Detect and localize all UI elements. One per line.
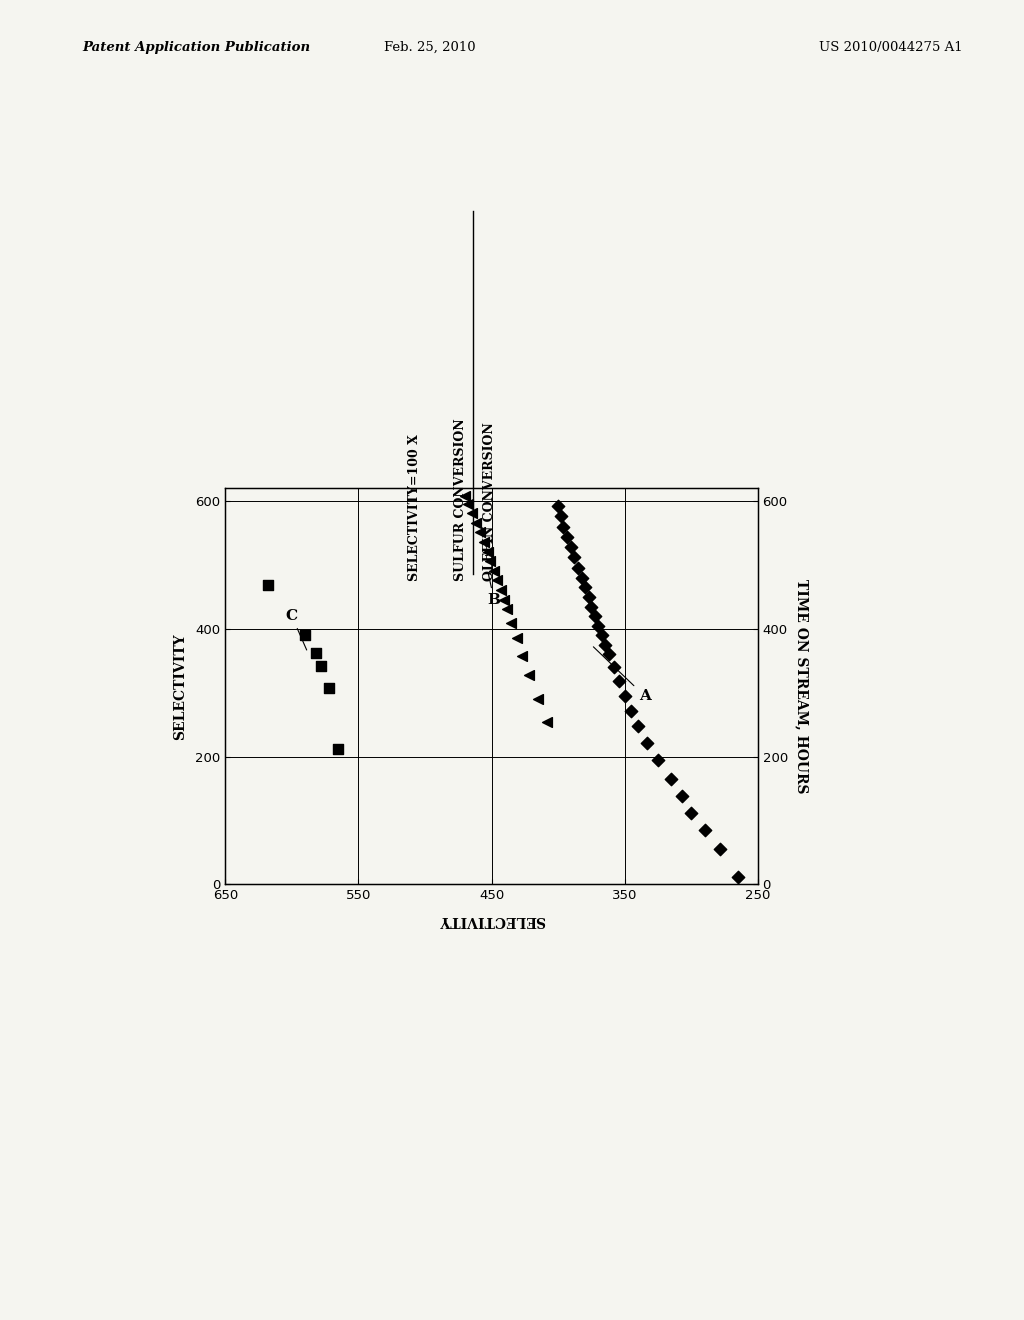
Point [297,624,313,645]
Point [729,866,745,887]
Point [611,671,628,692]
Point [509,628,525,649]
Point [550,496,566,517]
Point [321,677,337,698]
Point [713,838,729,859]
Point [573,568,590,589]
Point [664,768,680,789]
Point [623,700,639,721]
Point [674,785,690,807]
Point [529,689,546,710]
Point [683,803,699,824]
Point [566,546,583,568]
Y-axis label: TIME ON STREAM, HOURS: TIME ON STREAM, HOURS [795,579,809,793]
Point [475,532,492,553]
Y-axis label: SELECTIVITY: SELECTIVITY [173,634,186,739]
Text: OLEFIN CONVERSION: OLEFIN CONVERSION [483,422,496,581]
Point [330,738,346,759]
Text: SELECTIVITY=100 X: SELECTIVITY=100 X [409,434,421,581]
Point [577,577,593,598]
Point [488,570,505,591]
Point [482,550,499,572]
Point [457,486,473,507]
Point [313,656,330,677]
Point [479,541,496,562]
Point [616,685,633,706]
Point [486,560,503,581]
Point [553,506,569,527]
Point [520,664,537,685]
Text: SULFUR CONVERSION: SULFUR CONVERSION [455,418,467,581]
Text: Feb. 25, 2010: Feb. 25, 2010 [384,41,476,54]
Point [503,612,519,634]
Point [500,598,516,619]
Point [590,615,606,636]
Point [581,586,597,607]
Text: B: B [487,573,501,607]
Text: SELECTIVITY: SELECTIVITY [438,913,545,928]
Point [696,820,713,841]
Point [639,733,655,754]
Point [600,644,616,665]
Point [463,503,479,524]
Point [596,635,612,656]
Point [587,606,603,627]
Text: C: C [286,609,307,649]
Point [260,576,276,597]
Point [496,589,512,610]
Point [583,597,599,618]
Point [471,521,487,543]
Point [555,516,571,537]
Point [559,527,575,548]
Point [563,537,580,558]
Point [630,715,646,737]
Point [606,656,623,677]
Point [307,643,324,664]
Point [460,494,476,515]
Point [514,645,530,667]
Text: A: A [593,647,650,704]
Point [467,512,483,533]
Point [493,579,509,601]
Point [649,750,666,771]
Point [594,624,610,645]
Point [569,557,586,578]
Point [540,711,556,733]
Text: US 2010/0044275 A1: US 2010/0044275 A1 [819,41,963,54]
Text: Patent Application Publication: Patent Application Publication [82,41,310,54]
